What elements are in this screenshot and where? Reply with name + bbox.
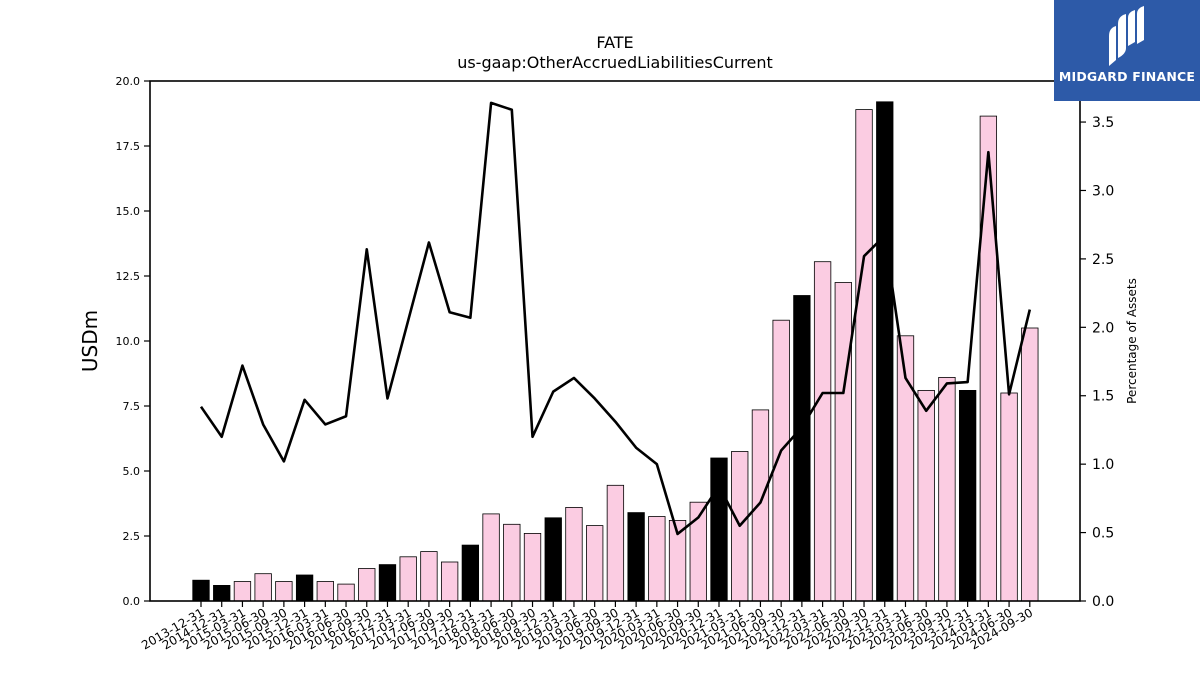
y2-tick-label: 3.0 xyxy=(1092,183,1114,199)
y-tick-label: 0.0 xyxy=(123,595,141,608)
logo-text: MIDGARD FINANCE xyxy=(1058,69,1196,84)
bar-2015-12-31 xyxy=(295,574,314,602)
bar-2016-12-31 xyxy=(378,564,397,602)
bar-2017-12-31 xyxy=(461,544,480,602)
bar-2013-12-31 xyxy=(192,579,210,602)
chart-subtitle: us-gaap:OtherAccruedLiabilitiesCurrent xyxy=(457,53,773,72)
bar-2024-03-31 xyxy=(979,115,998,602)
bar-2018-09-30 xyxy=(523,533,542,602)
bar-2018-06-30 xyxy=(503,523,521,602)
bar-2016-03-31 xyxy=(316,581,334,602)
y-axis-label: USDm xyxy=(78,310,102,372)
bar-2016-06-30 xyxy=(337,583,355,602)
chart-title: FATE xyxy=(596,33,633,52)
y-tick-label: 17.5 xyxy=(116,140,141,153)
bar-2017-03-31 xyxy=(399,556,417,602)
bar-2018-12-31 xyxy=(544,517,562,602)
bar-2019-03-31 xyxy=(565,506,583,602)
y2-tick-label: 0.5 xyxy=(1092,526,1114,542)
bar-2020-12-31 xyxy=(710,457,728,602)
bar-2023-09-30 xyxy=(938,376,956,602)
bar-2023-12-31 xyxy=(958,389,977,602)
bar-2019-12-31 xyxy=(627,512,645,602)
y2-axis-label: Percentage of Assets xyxy=(1125,278,1139,404)
bar-2024-09-30 xyxy=(1021,327,1039,602)
bar-2015-06-30 xyxy=(254,573,272,602)
y2-tick-label: 2.0 xyxy=(1092,320,1114,336)
midgard-logo-icon xyxy=(1109,6,1144,66)
bar-2022-06-30 xyxy=(834,282,852,602)
y2-tick-label: 1.5 xyxy=(1092,389,1114,405)
bar-2015-09-30 xyxy=(275,581,293,602)
bar-2021-06-30 xyxy=(751,409,770,602)
bar-2020-03-31 xyxy=(648,516,666,602)
y-tick-label: 20.0 xyxy=(116,75,141,88)
plot-area: 0.0 2.5 5.0 7.5 10.0 12.5 15.0 17.5 20.0 0.0 0.5 1.… xyxy=(116,75,1115,652)
y-tick-label: 5.0 xyxy=(123,465,141,478)
y2-tick-label: 2.5 xyxy=(1092,252,1114,268)
bar-2022-12-31 xyxy=(876,101,894,602)
y-tick-label: 15.0 xyxy=(116,205,141,218)
bar-2022-09-30 xyxy=(855,109,873,602)
bar-2021-12-31 xyxy=(793,295,811,602)
bar-2015-03-31 xyxy=(233,581,252,602)
bar-2024-06-30 xyxy=(1000,392,1018,602)
bar-2014-12-31 xyxy=(213,585,231,602)
y-tick-label: 12.5 xyxy=(116,270,141,283)
bar-2016-09-30 xyxy=(358,568,376,602)
bar-2022-03-31 xyxy=(813,261,832,602)
bar-2019-09-30 xyxy=(606,484,625,602)
percentage-line xyxy=(199,101,1032,536)
y2-tick-label: 0.0 xyxy=(1092,594,1114,610)
y-tick-label: 10.0 xyxy=(116,335,141,348)
bar-2023-06-30 xyxy=(917,389,935,602)
bar-2018-03-31 xyxy=(482,513,500,602)
y2-tick-label: 3.5 xyxy=(1092,115,1114,131)
y-tick-label: 7.5 xyxy=(123,400,141,413)
bar-2019-06-30 xyxy=(586,525,604,602)
bar-2021-09-30 xyxy=(772,319,790,602)
y2-tick-label: 1.0 xyxy=(1092,457,1114,473)
midgard-finance-logo: MIDGARD FINANCE xyxy=(1054,0,1200,101)
bar-2017-06-30 xyxy=(420,551,438,602)
y-tick-label: 2.5 xyxy=(123,530,141,543)
bar-2017-09-30 xyxy=(440,561,459,602)
